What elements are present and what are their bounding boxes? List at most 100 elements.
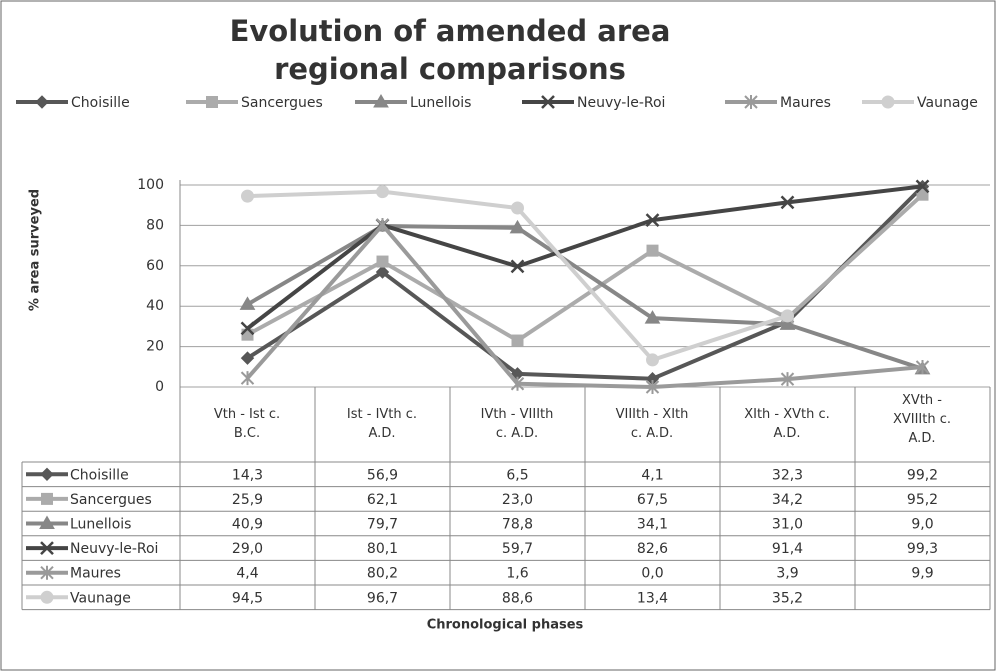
legend-marker bbox=[744, 95, 758, 109]
legend-marker bbox=[40, 565, 54, 580]
table-value: 56,9 bbox=[367, 467, 398, 483]
table-value: 1,6 bbox=[506, 566, 528, 582]
data-point bbox=[240, 351, 255, 365]
x-axis-title: Chronological phases bbox=[427, 618, 584, 633]
table-value: 35,2 bbox=[772, 590, 803, 606]
legend-marker bbox=[35, 95, 49, 109]
data-point bbox=[915, 179, 930, 194]
legend-marker bbox=[40, 590, 54, 604]
table-value: 31,0 bbox=[772, 517, 803, 533]
data-point bbox=[781, 309, 794, 323]
series-line bbox=[246, 224, 924, 371]
data-point bbox=[509, 219, 526, 234]
table-value: 40,9 bbox=[232, 517, 263, 533]
y-tick-label: 0 bbox=[155, 379, 164, 395]
series-line bbox=[246, 184, 923, 331]
table-series-label: Maures bbox=[70, 566, 121, 582]
y-tick-label: 80 bbox=[146, 217, 164, 233]
series-line bbox=[245, 222, 923, 389]
table-series-label: Neuvy-le-Roi bbox=[70, 541, 158, 557]
table-value: 4,4 bbox=[236, 566, 258, 582]
legend-label: Lunellois bbox=[410, 95, 471, 111]
table-value: 0,0 bbox=[641, 566, 663, 582]
table-value: 62,1 bbox=[367, 492, 398, 508]
table-value: 99,3 bbox=[907, 541, 938, 557]
table-value: 88,6 bbox=[502, 590, 533, 606]
data-point bbox=[510, 376, 525, 391]
y-axis-title: % area surveyed bbox=[28, 189, 43, 311]
y-tick-label: 100 bbox=[137, 177, 164, 193]
table-value: 95,2 bbox=[907, 492, 938, 508]
legend-label: Sancergues bbox=[241, 95, 323, 111]
table-value: 3,9 bbox=[776, 566, 798, 582]
table-series-label: Lunellois bbox=[70, 517, 131, 533]
legend-marker bbox=[41, 492, 53, 505]
table-value: 9,0 bbox=[911, 517, 933, 533]
legend-label: Vaunage bbox=[917, 95, 978, 111]
table-value: 67,5 bbox=[637, 492, 668, 508]
table-value: 23,0 bbox=[502, 492, 533, 508]
legend-label: Neuvy-le-Roi bbox=[577, 95, 665, 111]
table-value: 80,2 bbox=[367, 566, 398, 582]
table-value: 14,3 bbox=[232, 467, 263, 483]
data-point bbox=[780, 195, 795, 210]
data-point bbox=[779, 316, 796, 330]
table-value: 9,9 bbox=[911, 566, 933, 582]
table-value: 78,8 bbox=[502, 517, 533, 533]
legend-marker bbox=[39, 515, 55, 529]
data-point bbox=[511, 334, 524, 347]
data-point bbox=[511, 201, 524, 215]
legend-marker bbox=[881, 95, 895, 109]
x-tick-label: XVth - XVIIIth c. A.D. bbox=[892, 393, 952, 446]
legend-marker bbox=[541, 95, 555, 109]
series-line bbox=[246, 193, 924, 343]
x-tick-label: Ist - IVth c. A.D. bbox=[346, 407, 418, 441]
data-point bbox=[240, 371, 255, 386]
table-series-label: Vaunage bbox=[70, 590, 131, 606]
data-point bbox=[780, 372, 795, 387]
legend-label: Maures bbox=[780, 95, 831, 111]
table-value: 32,3 bbox=[772, 467, 803, 483]
table-value: 6,5 bbox=[506, 467, 528, 483]
y-tick-label: 60 bbox=[146, 258, 164, 274]
legend-marker bbox=[40, 541, 54, 555]
data-point bbox=[645, 380, 660, 394]
table-series-label: Sancergues bbox=[70, 492, 152, 508]
legend-marker bbox=[206, 96, 218, 108]
table-value: 82,6 bbox=[637, 541, 668, 557]
x-tick-label: IVth - VIIIth c. A.D. bbox=[480, 407, 554, 441]
table-value: 94,5 bbox=[232, 590, 263, 606]
data-point bbox=[376, 255, 389, 268]
table-value: 59,7 bbox=[502, 541, 533, 557]
data-point bbox=[510, 259, 525, 274]
table-value: 4,1 bbox=[641, 467, 663, 483]
data-point bbox=[645, 213, 660, 228]
table-value: 25,9 bbox=[232, 492, 263, 508]
chart-title: Evolution of amended area regional compa… bbox=[229, 14, 671, 86]
table-value: 13,4 bbox=[637, 590, 668, 606]
data-point bbox=[239, 296, 256, 310]
table-value: 91,4 bbox=[772, 541, 803, 557]
data-point bbox=[376, 185, 389, 199]
table-value: 79,7 bbox=[367, 517, 398, 533]
data-point bbox=[240, 321, 255, 336]
x-tick-label: VIIIth - XIth c. A.D. bbox=[615, 407, 689, 441]
data-point bbox=[644, 310, 661, 324]
table-value: 99,2 bbox=[907, 467, 938, 483]
data-point bbox=[375, 265, 390, 279]
table-value: 80,1 bbox=[367, 541, 398, 557]
data-point bbox=[915, 360, 930, 375]
legend-marker bbox=[373, 94, 389, 108]
table-value: 34,2 bbox=[772, 492, 803, 508]
table-value: 96,7 bbox=[367, 590, 398, 606]
data-point bbox=[916, 188, 929, 201]
y-tick-label: 20 bbox=[146, 339, 164, 355]
data-point bbox=[646, 244, 659, 257]
data-point bbox=[646, 353, 659, 367]
y-tick-label: 40 bbox=[146, 298, 164, 314]
table-value: 34,1 bbox=[637, 517, 668, 533]
data-point bbox=[241, 189, 254, 203]
x-tick-label: XIth - XVth c. A.D. bbox=[744, 407, 830, 441]
